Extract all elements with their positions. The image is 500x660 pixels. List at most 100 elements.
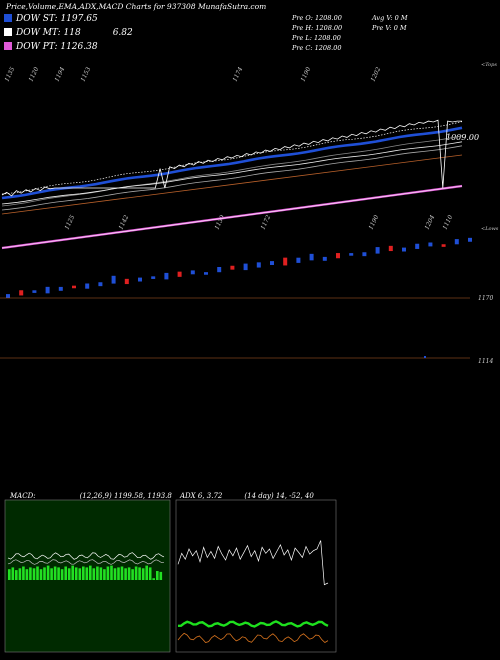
macd-bar <box>82 566 85 580</box>
dow-st-line <box>1 126 463 200</box>
candle <box>336 253 340 259</box>
ohlc-left: Pre O: 1208.00 Pre H: 1208.00 Pre L: 120… <box>292 14 342 54</box>
candle <box>164 272 169 280</box>
candle <box>362 252 367 257</box>
top-pivot-label: 1202 <box>369 66 382 83</box>
avg-volume: Avg V: 0 M <box>372 14 408 22</box>
macd-bar <box>96 566 99 580</box>
macd-bar <box>134 566 138 580</box>
top-pivot-label: 1190 <box>299 66 312 83</box>
bottom-pivot-label: 1204 <box>423 214 436 231</box>
macd-bar <box>60 569 64 580</box>
ohlc-right: Avg V: 0 M Pre V: 0 M <box>372 14 407 34</box>
macd-bar <box>29 567 32 580</box>
top-pivot-label: 1153 <box>79 66 92 83</box>
bottom-pivot-label: 1142 <box>117 214 130 231</box>
candle <box>58 286 63 291</box>
macd-bar <box>64 566 67 580</box>
pre-low: Pre L: 1208.00 <box>292 34 341 42</box>
macd-bar <box>15 570 18 580</box>
macd-bar <box>141 568 145 580</box>
macd-bar <box>145 565 148 580</box>
macd-bar <box>152 578 155 580</box>
candle <box>6 294 10 298</box>
macd-bar <box>8 569 11 580</box>
candle <box>19 290 24 296</box>
top-pivot-label: 1194 <box>53 66 66 83</box>
candle <box>230 265 235 270</box>
macd-bar <box>124 568 127 580</box>
candle <box>388 245 393 252</box>
candle <box>217 267 222 273</box>
macd-bar <box>36 566 39 580</box>
macd-bar <box>39 569 43 580</box>
candle <box>402 247 406 252</box>
chart-title: Price,Volume,EMA,ADX,MACD Charts for 937… <box>6 2 267 11</box>
macd-line <box>7 552 165 560</box>
macd-bar <box>92 568 96 580</box>
candle <box>177 271 182 277</box>
macd-bar <box>67 568 71 580</box>
macd-signal-line <box>7 559 165 565</box>
top-pivot-label: 1135 <box>3 66 16 83</box>
macd-bar <box>103 569 106 580</box>
candle <box>138 277 142 282</box>
macd-bar <box>106 566 110 580</box>
macd-bar <box>99 567 103 580</box>
pre-close: Pre C: 1208.00 <box>292 44 342 52</box>
candle <box>256 262 261 268</box>
macd-bar <box>53 566 57 580</box>
candle <box>72 285 76 289</box>
macd-bar <box>78 568 82 580</box>
plus-di-line <box>177 620 329 628</box>
candle <box>32 290 37 293</box>
candle <box>428 242 433 247</box>
macd-bar <box>85 567 89 580</box>
macd-bar <box>89 565 92 580</box>
candle <box>375 247 380 254</box>
candle <box>454 239 459 245</box>
legend-dow-mt: DOW MT: 118 6.82 <box>4 28 133 38</box>
macd-bar <box>11 567 15 580</box>
legend-dow-st: DOW ST: 1197.65 <box>4 14 98 24</box>
macd-bar <box>120 566 124 580</box>
macd-bar <box>32 568 36 580</box>
candle <box>309 253 314 261</box>
candle <box>270 261 274 265</box>
macd-bar <box>159 571 163 580</box>
macd-bar <box>131 569 134 580</box>
candle <box>296 257 301 263</box>
minus-di-line <box>177 632 329 644</box>
bottom-pivot-label: 1172 <box>259 214 272 231</box>
pre-open: Pre O: 1208.00 <box>292 14 342 22</box>
candle <box>124 278 129 285</box>
candle <box>349 253 354 256</box>
volume-label-lower: 1114 <box>478 358 493 365</box>
bottom-pivot-label: 1139 <box>213 214 226 231</box>
candle <box>151 276 156 279</box>
legend-dow-pt: DOW PT: 1126.38 <box>4 42 98 52</box>
band-lower-line <box>1 145 463 211</box>
macd-bar <box>57 567 60 580</box>
candle <box>441 244 446 247</box>
macd-bar <box>46 565 50 580</box>
candle <box>204 272 208 275</box>
band-mid-line <box>1 141 463 205</box>
ema-brown-line <box>1 154 463 215</box>
macd-bar <box>43 567 46 580</box>
candle <box>322 256 327 261</box>
pre-high: Pre H: 1208.00 <box>292 24 343 32</box>
macd-bar <box>127 567 131 580</box>
candle <box>243 263 248 271</box>
adx-panel <box>175 499 337 653</box>
band-upper-line <box>1 135 463 207</box>
macd-title: MACD: (12,26,9) 1199.58, 1193.8 <box>10 492 172 500</box>
candle <box>190 270 195 275</box>
legend-swatch-icon <box>4 42 12 50</box>
volume-label-upper: 1170 <box>478 295 493 302</box>
adx-title: ADX 6, 3.72 (14 day) 14, -52, 40 <box>180 492 314 500</box>
macd-bar <box>50 568 53 580</box>
macd-bar <box>113 568 117 580</box>
candle <box>283 257 288 266</box>
